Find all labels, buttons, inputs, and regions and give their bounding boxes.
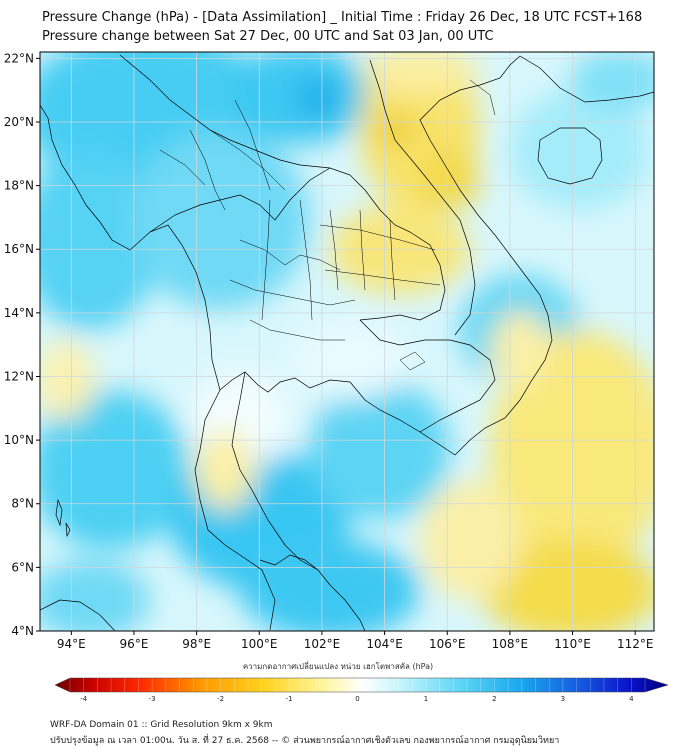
- pressure-change-field: [40, 52, 654, 631]
- chart-subtitle: Pressure change between Sat 27 Dec, 00 U…: [42, 29, 494, 44]
- lon-tick-label: 96°E: [120, 637, 149, 651]
- lon-tick-label: 104°E: [366, 637, 403, 651]
- colorbar: -4 -3 -2 -1 0 1 2 3 4: [54, 677, 669, 703]
- colorbar-tick-label: -2: [217, 695, 224, 703]
- colorbar-tick-label: 2: [492, 695, 496, 703]
- lat-tick-label: 4°N: [11, 624, 34, 638]
- colorbar-tick-label: -3: [149, 695, 156, 703]
- lat-tick-label: 8°N: [11, 497, 34, 511]
- lat-tick-label: 10°N: [4, 433, 34, 447]
- lon-tick-label: 98°E: [182, 637, 211, 651]
- lon-tick-label: 102°E: [304, 637, 341, 651]
- lon-tick-label: 94°E: [57, 637, 86, 651]
- lat-tick-label: 18°N: [4, 179, 34, 193]
- lat-tick-label: 22°N: [4, 51, 34, 65]
- lat-tick-label: 16°N: [4, 242, 34, 256]
- lon-tick-label: 112°E: [617, 637, 654, 651]
- chart-title: Pressure Change (hPa) - [Data Assimilati…: [42, 10, 643, 25]
- lat-tick-label: 20°N: [4, 115, 34, 129]
- footer-model-info: WRF-DA Domain 01 :: Grid Resolution 9km …: [50, 720, 273, 730]
- lat-tick-label: 6°N: [11, 560, 34, 574]
- lon-tick-label: 110°E: [554, 637, 591, 651]
- footer-credit: ปรับปรุงข้อมูล ณ เวลา 01:00น. วัน ส. ที่…: [50, 736, 560, 746]
- colorbar-tick-label: 0: [355, 695, 359, 703]
- colorbar-tick-label: 4: [629, 695, 634, 703]
- lat-tick-label: 14°N: [4, 306, 34, 320]
- colorbar-tick-label: 1: [424, 695, 428, 703]
- lon-tick-label: 108°E: [492, 637, 529, 651]
- colorbar-tick-label: -1: [286, 695, 293, 703]
- lon-tick-label: 100°E: [241, 637, 278, 651]
- lat-tick-label: 12°N: [4, 369, 34, 383]
- lon-tick-label: 106°E: [429, 637, 466, 651]
- colorbar-tick-label: -4: [80, 695, 88, 703]
- map-frame: [39, 51, 655, 632]
- colorbar-title: ความกดอากาศเปลี่ยนแปลง หน่วย เฮกโตพาสคัล…: [242, 662, 434, 671]
- coastline-borders: [40, 54, 654, 631]
- colorbar-tick-label: 3: [561, 695, 565, 703]
